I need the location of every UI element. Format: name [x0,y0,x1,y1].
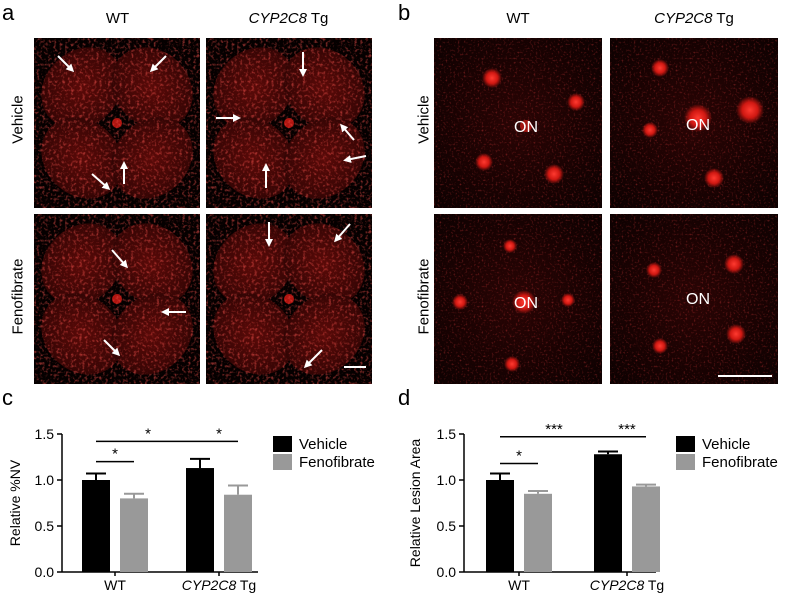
bar-1-1 [632,486,660,572]
legend-swatch [273,454,292,470]
image-a-tg-fenofibrate [206,214,372,384]
legend-label: Fenofibrate [702,454,778,471]
gene-name: CYP2C8 [654,10,713,27]
y-tick-label: 0.5 [35,518,55,534]
image-b-wt-fenofibrate: ON [434,214,602,384]
sig-star: *** [618,421,636,438]
x-tick-label: WT [508,577,530,593]
sig-star: *** [545,421,563,438]
y-tick-label: 0.0 [35,564,55,580]
bar-0-0 [82,480,110,572]
panel-label-b: b [398,0,411,25]
legend-label: Vehicle [299,436,347,453]
legend-label: Vehicle [702,436,750,453]
sig-star: * [516,447,522,464]
y-tick-label: 1.0 [437,472,457,488]
image-a-tg-vehicle [206,38,372,208]
y-axis-label: Relative Lesion Area [407,439,423,568]
image-b-tg-fenofibrate: ON [610,214,778,384]
bar-1-1 [224,494,252,572]
bar-0-1 [594,454,622,572]
y-axis-label: Relative %NV [7,459,23,546]
optic-nerve-label: ON [514,295,538,312]
optic-nerve-label: ON [686,291,710,308]
panel-label-a: a [2,0,15,25]
image-b-tg-vehicle: ON [610,38,778,208]
optic-nerve-label: ON [686,117,710,134]
panel-a-col-wt: WT [105,10,130,27]
panel-b-col-wt: WT [506,10,530,27]
panel-a-row-fenofibrate: Fenofibrate [9,258,27,335]
sig-star: * [216,425,222,442]
bar-0-0 [486,480,514,572]
panel-b-images: ON ON ON ON [434,38,778,384]
legend-swatch [676,454,695,470]
legend-label: Fenofibrate [299,454,375,471]
panel-a-row-vehicle: Vehicle [9,95,27,144]
optic-nerve-label: ON [514,119,538,136]
bar-1-0 [120,498,148,572]
x-tick-label: CYP2C8 Tg [182,577,256,593]
x-tick-label: CYP2C8 Tg [590,577,664,593]
tg-suffix: Tg [712,10,734,27]
chart-c: 0.0 0.5 1.0 1.5 Relative %NV WT CYP2C8 Tg * * * Ve… [7,425,375,593]
bar-1-0 [524,493,552,572]
panel-label-d: d [398,385,411,410]
bar-0-1 [186,468,214,572]
image-a-wt-fenofibrate [34,214,200,384]
panel-b-row-fenofibrate: Fenofibrate [415,258,433,335]
chart-d: 0.0 0.5 1.0 1.5 Relative Lesion Area WT CYP2C8… [407,421,778,593]
gene-name: CYP2C8 [248,10,307,27]
x-tick-label: WT [104,577,126,593]
legend-swatch [273,436,292,452]
image-a-wt-vehicle [34,38,200,208]
y-tick-label: 1.5 [35,426,55,442]
panel-a-images [34,38,372,384]
panel-a-col-tg: CYP2C8 Tg [206,10,371,27]
y-tick-label: 1.0 [35,472,55,488]
panel-b-row-vehicle: Vehicle [415,95,433,144]
y-tick-label: 0.0 [437,564,457,580]
y-tick-label: 1.5 [437,426,457,442]
panel-b-col-tg: CYP2C8 Tg [610,10,778,27]
image-b-wt-vehicle: ON [434,38,602,208]
sig-star: * [145,425,151,442]
legend-swatch [676,436,695,452]
tg-suffix: Tg [306,10,329,27]
panel-label-c: c [2,385,13,410]
y-tick-label: 0.5 [437,518,457,534]
sig-star: * [112,446,118,463]
